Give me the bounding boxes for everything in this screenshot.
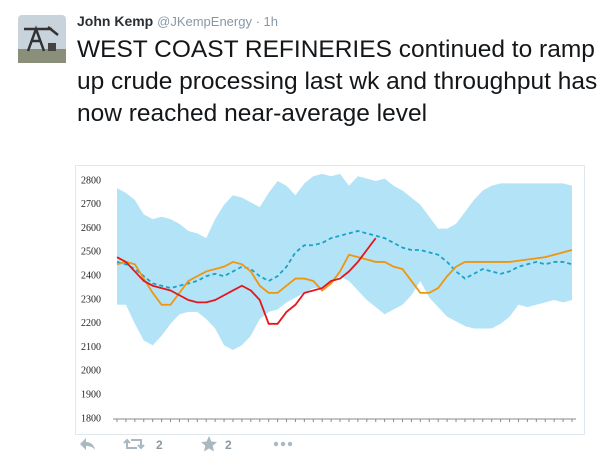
avatar[interactable] bbox=[18, 15, 66, 63]
reply-button[interactable] bbox=[78, 436, 96, 452]
y-tick-label: 2100 bbox=[81, 342, 101, 353]
y-tick-label: 2300 bbox=[81, 294, 101, 305]
y-tick-label: 2200 bbox=[81, 318, 101, 329]
like-count: 2 bbox=[225, 438, 232, 452]
y-tick-label: 2800 bbox=[81, 175, 101, 186]
like-button[interactable] bbox=[200, 435, 218, 453]
y-tick-label: 2400 bbox=[81, 270, 101, 281]
chart: 1800 1900 2000 2100 2200 2300 2400 2500 2600 2700… bbox=[75, 165, 585, 435]
retweet-button[interactable] bbox=[123, 436, 145, 452]
retweet-count: 2 bbox=[156, 438, 163, 452]
series-line bbox=[116, 249, 573, 306]
handle[interactable]: @JKempEnergy bbox=[157, 14, 252, 29]
y-tick-label: 2700 bbox=[81, 199, 101, 210]
series-line bbox=[116, 230, 573, 290]
y-tick-label: 2500 bbox=[81, 247, 101, 258]
y-tick-label: 2600 bbox=[81, 223, 101, 234]
series-line bbox=[116, 237, 377, 325]
timestamp[interactable]: 1h bbox=[263, 14, 279, 29]
author[interactable]: John Kemp @JKempEnergy · 1h bbox=[77, 13, 278, 29]
author-name[interactable]: John Kemp bbox=[77, 13, 154, 29]
tweet-text: WEST COAST REFINERIES continued to ramp … bbox=[77, 36, 598, 127]
y-tick-label: 2000 bbox=[81, 366, 101, 377]
y-tick-label: 1900 bbox=[81, 389, 101, 400]
separator: · bbox=[251, 14, 264, 29]
y-tick-label: 1800 bbox=[81, 413, 101, 424]
more-button[interactable] bbox=[273, 440, 293, 448]
